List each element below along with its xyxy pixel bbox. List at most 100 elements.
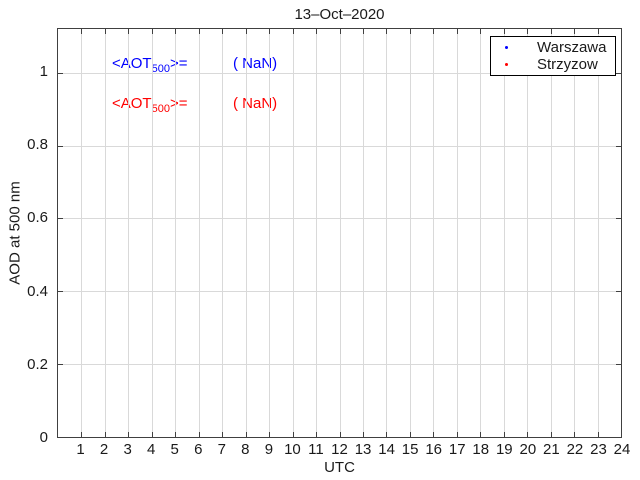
x-tick-label: 12	[331, 441, 348, 458]
vertical-gridline	[456, 29, 458, 437]
x-tick-label: 14	[378, 441, 395, 458]
horizontal-gridline	[58, 218, 621, 220]
vertical-gridline	[175, 29, 177, 437]
x-tick-mark	[503, 29, 505, 34]
vertical-gridline	[527, 29, 529, 437]
annotation-value: ( NaN)	[233, 55, 278, 72]
x-tick-mark	[175, 29, 177, 34]
vertical-gridline	[409, 29, 411, 437]
plot-area: <AOT500>= ( NaN) <AOT500>= ( NaN)	[57, 28, 622, 438]
x-tick-mark	[222, 29, 224, 34]
x-tick-label: 13	[354, 441, 372, 458]
vertical-gridline	[245, 29, 247, 437]
vertical-gridline	[480, 29, 482, 437]
vertical-gridline	[386, 29, 388, 437]
y-tick-mark	[616, 218, 621, 220]
x-tick-mark	[433, 29, 435, 34]
legend-label: Strzyzow	[537, 56, 598, 73]
legend: Warszawa Strzyzow	[490, 36, 616, 76]
horizontal-gridline	[58, 291, 621, 293]
y-tick-label: 0.6	[27, 209, 48, 227]
legend-label: Warszawa	[537, 39, 607, 56]
x-axis-label: UTC	[324, 459, 355, 476]
vertical-gridline	[128, 29, 130, 437]
vertical-gridline	[362, 29, 364, 437]
x-tick-mark	[527, 29, 529, 34]
x-tick-mark	[151, 29, 153, 34]
x-tick-label: 8	[241, 441, 250, 458]
x-tick-mark	[433, 432, 435, 437]
x-tick-mark	[480, 29, 482, 34]
x-tick-label: 17	[448, 441, 466, 458]
y-tick-mark	[58, 437, 63, 438]
x-tick-label: 7	[217, 441, 226, 458]
x-tick-mark	[292, 29, 294, 34]
y-tick-label: 0.8	[27, 136, 48, 154]
x-tick-mark	[409, 29, 411, 34]
x-tick-mark	[550, 432, 552, 437]
legend-marker-col	[491, 46, 521, 49]
x-tick-mark	[128, 432, 130, 437]
y-tick-mark	[616, 291, 621, 293]
x-tick-mark	[456, 29, 458, 34]
x-tick-mark	[245, 29, 247, 34]
x-tick-label: 4	[146, 441, 156, 458]
x-tick-mark	[269, 29, 271, 34]
x-tick-mark	[198, 432, 200, 437]
vertical-gridline	[503, 29, 505, 437]
annotation-value: ( NaN)	[233, 95, 278, 112]
y-tick-mark	[616, 437, 621, 438]
vertical-gridline	[597, 29, 599, 437]
y-tick-mark	[616, 145, 621, 147]
x-tick-mark	[456, 432, 458, 437]
x-tick-mark	[316, 432, 318, 437]
x-tick-label: 20	[519, 441, 537, 458]
x-tick-mark	[574, 29, 576, 34]
y-tick-mark	[58, 72, 63, 74]
x-tick-label: 15	[401, 441, 419, 458]
x-tick-label: 6	[194, 441, 203, 458]
x-tick-mark	[574, 432, 576, 437]
x-tick-mark	[339, 29, 341, 34]
horizontal-gridline	[58, 72, 621, 74]
y-tick-label: 0.4	[27, 282, 48, 300]
legend-entry-warszawa: Warszawa	[491, 39, 615, 56]
point-marker-icon	[504, 63, 508, 66]
x-tick-mark	[339, 432, 341, 437]
vertical-gridline	[198, 29, 200, 437]
x-tick-mark	[198, 29, 200, 34]
x-tick-label: 1	[76, 441, 85, 458]
y-tick-mark	[58, 364, 63, 366]
x-tick-label: 3	[123, 441, 132, 458]
vertical-gridline	[81, 29, 83, 437]
vertical-gridline	[222, 29, 224, 437]
x-tick-mark	[597, 29, 599, 34]
vertical-gridline	[433, 29, 435, 437]
vertical-gridline	[574, 29, 576, 437]
annotation-strzyzow: <AOT500>= ( NaN)	[58, 96, 621, 116]
legend-marker-col	[491, 63, 521, 66]
x-tick-label: 10	[284, 441, 301, 458]
vertical-gridline	[104, 29, 106, 437]
x-tick-label: 22	[566, 441, 584, 458]
x-tick-mark	[621, 432, 622, 437]
point-marker-icon	[504, 46, 508, 49]
x-tick-label: 11	[308, 441, 324, 458]
y-tick-label: 0	[39, 429, 48, 446]
y-axis-label: AOD at 500 nm	[6, 181, 24, 285]
vertical-gridline	[269, 29, 271, 437]
x-tick-mark	[269, 432, 271, 437]
vertical-gridline	[316, 29, 318, 437]
x-tick-label: 23	[590, 441, 607, 458]
x-tick-mark	[104, 432, 106, 437]
x-tick-label: 5	[170, 441, 179, 458]
x-tick-label: 21	[543, 441, 560, 458]
annotation-label: <AOT500>=	[112, 95, 188, 115]
x-tick-mark	[362, 29, 364, 34]
x-tick-mark	[527, 432, 529, 437]
annotation-warszawa: <AOT500>= ( NaN)	[58, 56, 621, 76]
x-tick-mark	[409, 432, 411, 437]
x-tick-mark	[597, 432, 599, 437]
x-tick-mark	[503, 432, 505, 437]
